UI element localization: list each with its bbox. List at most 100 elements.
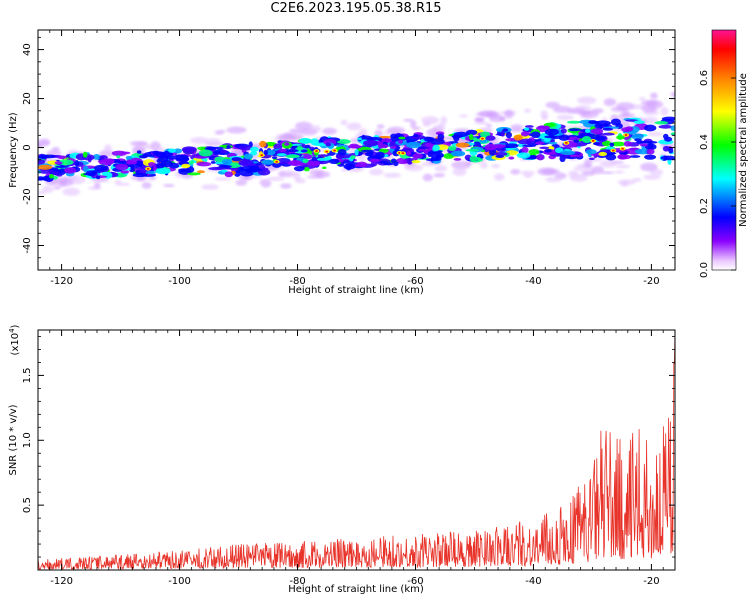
spectrogram-halo-blob: [279, 170, 297, 178]
spectrogram-hotspot-core: [146, 167, 150, 170]
spectrogram-blob: [521, 146, 529, 154]
spectrogram-blob: [57, 155, 67, 160]
spectrogram-blob: [51, 171, 60, 174]
spectrogram-blob: [85, 170, 97, 177]
spectrogram-blob: [476, 157, 481, 161]
spectrogram-blob: [530, 155, 537, 159]
spectrogram-blob: [350, 155, 356, 160]
spectrogram-blob: [493, 152, 508, 156]
spectrogram-blob: [296, 145, 304, 151]
spectrogram-blob: [101, 171, 111, 176]
colorbar-gradient: [712, 30, 736, 270]
spectrogram-blob: [259, 140, 267, 148]
spectrogram-blob: [38, 154, 49, 160]
snr-x-ticks: -120 -100 -80 -60 -40 -20: [37, 330, 676, 587]
spectrogram-blob: [668, 148, 674, 154]
spectrogram-halo-blob: [410, 120, 417, 128]
spectrogram-blob: [660, 155, 675, 161]
spectrogram-halo-blob: [214, 177, 232, 181]
spectrogram-blob: [429, 152, 444, 159]
spectrogram-halo-blob: [306, 175, 325, 179]
spectrogram-blob: [453, 157, 462, 161]
snr-y-exponent: (x104): [8, 324, 21, 355]
spectrogram-blob: [389, 146, 398, 149]
spectrogram-halo-blob: [552, 105, 572, 114]
spectrogram-halo-blob: [94, 181, 101, 189]
spectrogram-halo-blob: [52, 146, 60, 152]
spectrogram-blob: [602, 140, 611, 147]
spectrogram-blob: [662, 145, 670, 152]
spectrogram-halo-blob: [433, 173, 446, 178]
spectrogram-blob: [154, 151, 166, 158]
spectrogram-blob: [74, 160, 80, 168]
spectrogram-blob: [187, 172, 201, 176]
spectrogram-blob: [367, 136, 383, 141]
spectrogram-blob: [411, 160, 421, 164]
spectrogram-halo-blob: [404, 163, 424, 172]
spectrogram-blob: [617, 154, 626, 160]
spectrogram-blob: [231, 157, 242, 162]
spectrogram-blob: [250, 151, 258, 156]
spectrogram-blob: [573, 139, 580, 143]
spectrogram-halo-blob: [485, 123, 492, 128]
spectrogram-blob: [412, 153, 424, 159]
spectrogram-blob: [220, 149, 228, 154]
spectrogram-blob: [369, 158, 381, 163]
spectrogram-halo-blob: [421, 116, 439, 125]
spectrogram-halo-blob: [295, 178, 306, 184]
spectrogram-blob: [285, 154, 300, 159]
spectrogram-halo-blob: [280, 183, 292, 189]
colorbar: 0.0 0.2 0.4 0.6 Normalized spectral amplitu…: [699, 29, 749, 278]
spectrogram-blob: [130, 164, 135, 172]
spectrogram-halo-blob: [451, 160, 471, 170]
spectrogram-blob: [156, 159, 161, 163]
spectrogram-halo-blob: [647, 131, 663, 137]
spectrogram-blob: [126, 159, 133, 165]
spectrogram-halo-blob: [643, 116, 659, 125]
spectrogram-blob: [375, 151, 385, 159]
spectrogram-hotspot-core: [333, 149, 336, 152]
spectrogram-x-tick-label: -20: [643, 276, 659, 287]
spectrogram-blob: [132, 173, 148, 178]
spectrogram-halo-blob: [38, 139, 51, 147]
spectrogram-halo-blob: [294, 121, 313, 131]
spectrogram-halo-blob: [146, 145, 159, 150]
snr-x-tick-label: -60: [407, 576, 423, 587]
spectrogram-blob: [249, 168, 263, 172]
spectrogram-halo-blob: [369, 168, 384, 176]
spectrogram-blob: [664, 136, 673, 142]
spectrogram-halo-blob: [452, 167, 467, 176]
colorbar-tick-label: 0.4: [699, 134, 710, 150]
spectrogram-blob: [654, 121, 669, 125]
spectrogram-blob: [378, 160, 388, 164]
spectrogram-blob: [430, 138, 445, 145]
spectrogram-blob: [288, 159, 303, 167]
spectrogram-halo-blob: [601, 171, 615, 175]
spectrogram-hotspot-core: [621, 147, 625, 150]
spectrogram-blob: [120, 170, 130, 174]
spectrogram-blob: [209, 146, 224, 150]
spectrogram-blob: [472, 137, 478, 141]
spectrogram-halo-blob: [569, 173, 588, 182]
spectrogram-halo-blob: [42, 185, 54, 193]
snr-x-tick-label: -40: [525, 576, 541, 587]
spectrogram-blob: [299, 137, 312, 144]
spectrogram-hotspot-core: [315, 149, 318, 152]
spectrogram-halo-blob: [322, 127, 338, 135]
spectrogram-blob: [361, 134, 366, 141]
spectrogram-blob: [136, 150, 142, 154]
spectrogram-hotspot-core: [401, 152, 405, 155]
spectrogram-blob: [406, 150, 412, 156]
spectrogram-halo-blob: [266, 176, 285, 182]
spectrogram-blob: [284, 142, 290, 146]
spectrogram-halo-blob: [129, 141, 148, 146]
spectrogram-blob: [381, 138, 392, 143]
snr-y-label: SNR (10 * v/v): [8, 404, 19, 475]
snr-y-tick-label: 0.5: [22, 497, 33, 513]
spectrogram-blob: [116, 155, 121, 159]
spectrogram-blob: [325, 142, 331, 147]
spectrogram-halo-blob: [288, 128, 303, 134]
spectrogram-halo-blob: [206, 138, 221, 144]
spectrogram-halo-blob: [640, 99, 658, 107]
